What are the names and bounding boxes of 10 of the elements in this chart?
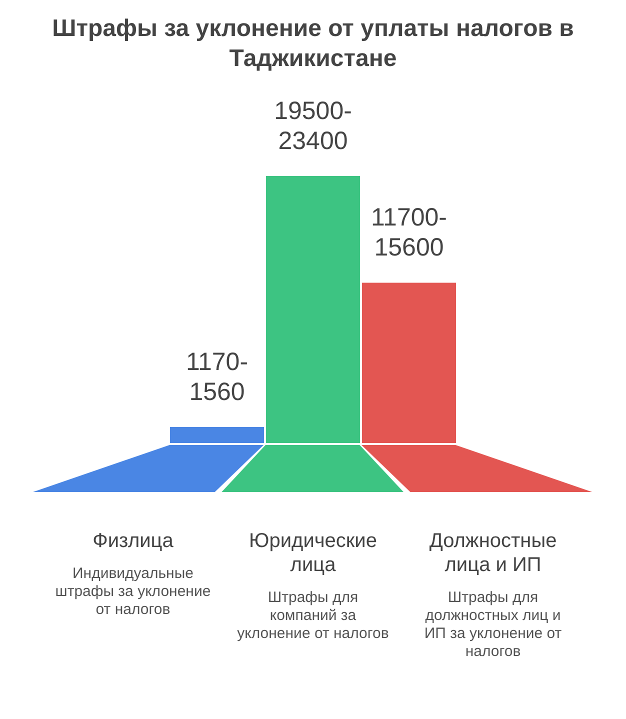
data-label: 11700-15600 — [371, 204, 447, 262]
x-tick-label: Юридические лица — [248, 529, 378, 577]
chart-title: Штрафы за уклонение от уплаты налогов в Таджикистане — [51, 14, 575, 74]
data-label: 1170-1560 — [186, 348, 248, 406]
x-tick-label: Физлица — [92, 529, 174, 553]
x-tick-label: Должностные лица и ИП — [428, 529, 558, 577]
data-label: 19500-23400 — [274, 96, 352, 155]
text: Штрафы для компаний за уклонение от налогов — [236, 589, 390, 643]
text: Штрафы для должностных лиц и ИП за уклонение от налогов — [423, 589, 563, 661]
text: Индивидуальные штрафы за уклонение от налогов — [54, 565, 212, 619]
